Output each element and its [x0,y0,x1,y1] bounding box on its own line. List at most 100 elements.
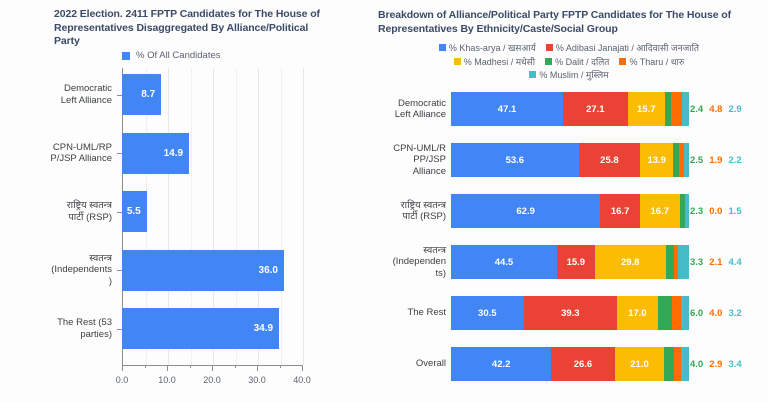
gridline [303,68,304,365]
stacked-bar-segment [683,143,689,177]
stacked-bar-segment: 62.9 [451,194,601,228]
left-category-tick [117,328,122,330]
x-axis-tick-label: 40.0 [293,375,311,385]
segment-value-label-outside: 2.9 [709,358,723,370]
legend-swatch [438,44,446,52]
left-category-label: CPN-UML/RP P/JSP Alliance [50,141,112,165]
segment-value-label: 62.9 [516,205,535,217]
stacked-bar-segment: 44.5 [451,245,557,279]
x-axis-tick [257,365,258,371]
stacked-bar-segment [671,296,682,330]
segment-value-label: 27.1 [586,103,605,115]
left-bar: 14.9 [122,132,190,174]
segment-value-label: 17.0 [628,307,647,319]
segment-value-label-outside: 1.5 [728,205,742,217]
right-chart-title: Breakdown of Alliance/Political Party FP… [378,9,731,35]
legend-label: % Muslim / मुस्लिम [539,70,609,80]
segment-value-label-outside: 2.4 [690,103,704,115]
segment-value-label-outside: 2.3 [690,205,704,217]
segment-value-label: 47.1 [497,103,517,115]
legend-label-all-candidates: % Of All Candidates [136,50,221,61]
stacked-bar-segment: 39.3 [523,296,618,330]
left-bar: 5.5 [122,191,147,232]
small-segment-labels: 6.0 4.0 3.2 [690,296,742,330]
legend-item[interactable]: % Madhesi / मधेसी [453,56,536,70]
segment-value-label: 15.9 [566,256,586,268]
legend-label: % Adibasi Janajati / आदिवासी जनजाति [555,43,700,53]
gridline [213,68,214,365]
stacked-bar-segment: 17.0 [617,296,658,330]
stacked-bar-segment [664,347,674,381]
stacked-bar-segment [673,245,679,279]
stacked-bar-segment [679,194,686,228]
legend-item[interactable]: % Tharu / थारु [619,56,684,70]
left-bar-value-label: 5.5 [126,206,141,217]
left-category-tick [117,270,122,271]
stacked-bar-segment [657,296,672,330]
stacked-bar-segment [679,143,684,177]
x-axis-tick [122,365,123,371]
segment-value-label: 26.6 [573,358,593,370]
left-chart-legend: % Of All Candidates [122,50,221,61]
legend-swatch [545,57,553,65]
segment-value-label-outside: 2.1 [709,256,723,268]
stacked-bar-segment [680,347,689,381]
segment-value-label: 44.5 [494,256,514,268]
legend-item[interactable]: % Khas-arya / खसआर्य [438,42,536,56]
right-chart-panel: Breakdown of Alliance/Political Party FP… [368,0,768,402]
stacked-bar-segment [673,347,681,381]
stacked-bar-segment: 47.1 [451,92,564,126]
segment-value-label-outside: 0.0 [709,205,723,217]
x-axis-tick-minor [189,365,191,368]
segment-value-label-outside: 3.3 [690,256,704,268]
small-segment-labels: 2.5 1.9 2.2 [690,143,742,177]
gridline [168,68,169,365]
segment-value-label: 29.8 [620,256,640,268]
legend-item[interactable]: % Adibasi Janajati / आदिवासी जनजाति [545,42,700,56]
x-axis-tick [302,365,303,371]
stacked-bar-segment: 13.9 [640,143,674,177]
stacked-bar-segment: 27.1 [563,92,628,126]
right-category-label: Overall [415,358,446,370]
left-category-tick [117,211,122,213]
gridline-minor [235,68,237,365]
stacked-bar: 42.2 26.6 21.0 [451,347,689,381]
segment-value-label: 25.8 [600,154,619,166]
stacked-bar-segment: 16.7 [600,194,640,228]
legend-item[interactable]: % Dalit / दलित [545,56,609,70]
small-segment-labels: 2.4 4.8 2.9 [690,92,742,126]
x-axis-tick [212,365,213,371]
legend-item[interactable]: % Muslim / मुस्लिम [529,69,609,83]
stacked-bar-segment [673,143,680,177]
segment-value-label-outside: 3.2 [728,307,742,319]
stacked-bar-segment: 15.9 [556,245,595,279]
stacked-bar-segment: 30.5 [451,296,524,330]
right-category-label: राष्ट्रिय स्वतन्त्र पार्टी (RSP) [400,199,446,223]
x-axis-tick [167,365,168,371]
segment-value-label-outside: 2.2 [728,154,742,166]
x-axis-tick-minor [234,365,236,368]
stacked-bar-segment: 53.6 [451,143,579,177]
stacked-bar-segment: 29.8 [594,245,666,279]
legend-swatch [545,44,553,52]
legend-label: % Madhesi / मधेसी [463,56,536,67]
stacked-bar: 30.5 39.3 17.0 [451,296,689,330]
stacked-bar-segment [678,245,689,279]
segment-value-label-outside: 4.0 [709,307,723,319]
small-segment-labels: 4.0 2.9 3.4 [690,347,742,381]
segment-value-label-outside: 4.0 [690,358,704,370]
right-category-label: The Rest [407,307,446,319]
segment-value-label: 15.7 [637,103,656,115]
segment-value-label: 39.3 [561,307,580,319]
legend-row: % Khas-arya / खसआर्य % Adibasi Janajati /… [374,42,764,56]
stacked-bar-segment [665,245,674,279]
x-axis-tick-label: 10.0 [158,375,176,385]
left-bar-value-label: 34.9 [253,323,274,334]
left-category-tick [117,94,122,96]
segment-value-label-outside: 4.8 [709,103,723,115]
legend-row: % Madhesi / मधेसी % Dalit / दलित % Tharu /… [374,56,764,70]
segment-value-label: 30.5 [478,307,497,319]
legend-row: % Muslim / मुस्लिम [374,69,764,83]
legend-label: % Tharu / थारु [629,56,685,67]
